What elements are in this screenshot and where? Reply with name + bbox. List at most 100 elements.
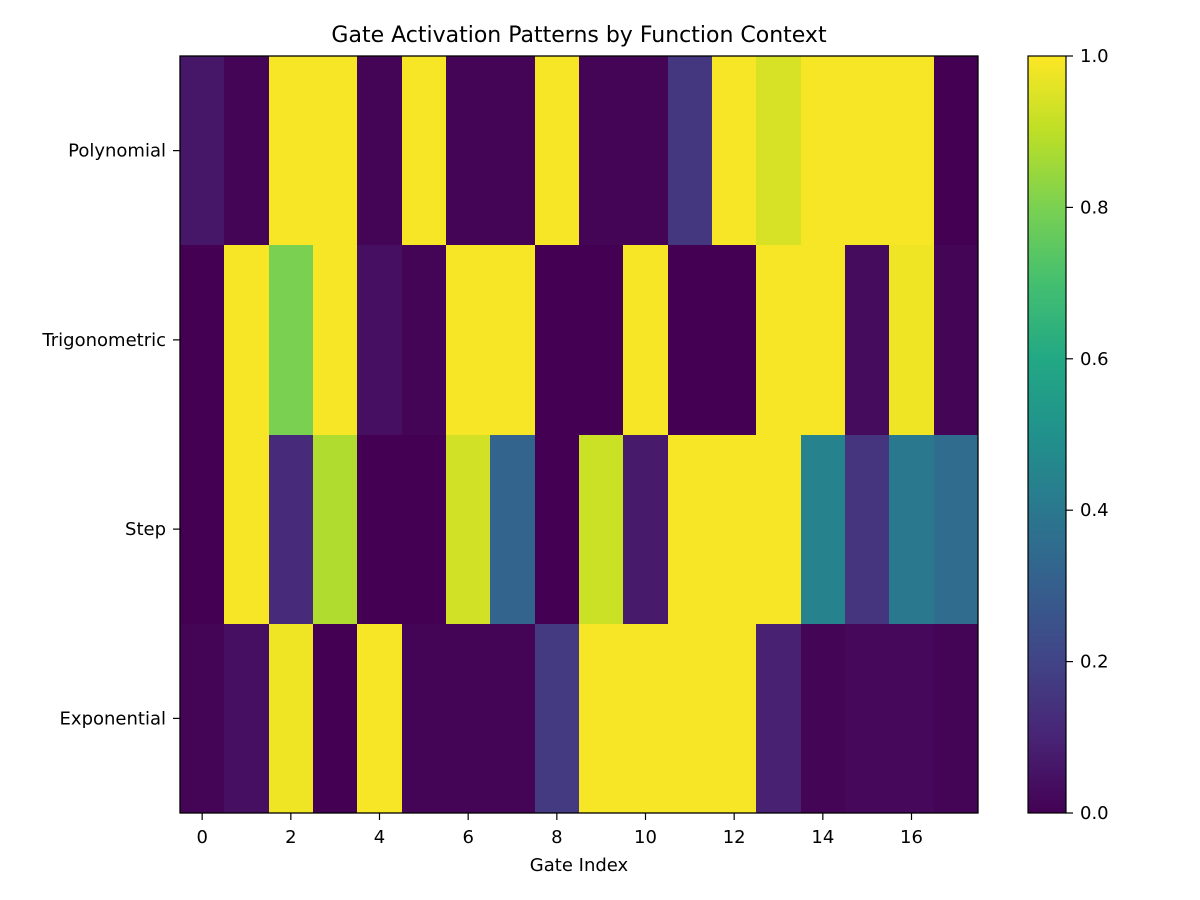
heatmap-cell (801, 435, 845, 624)
heatmap-cell (623, 56, 668, 245)
heatmap-cell (579, 56, 623, 245)
heatmap-cell (269, 245, 313, 435)
heatmap-cell (180, 245, 224, 435)
x-tick-label: 8 (551, 827, 562, 848)
heatmap-cell (313, 245, 357, 435)
heatmap-cell (801, 624, 845, 813)
y-tick-label: Polynomial (68, 141, 166, 162)
heatmap-cell (402, 624, 446, 813)
heatmap-cell (845, 624, 889, 813)
heatmap-cell (357, 435, 402, 624)
y-tick-label: Trigonometric (41, 330, 166, 351)
heatmap-cell (357, 56, 402, 245)
colorbar-tick-label: 0.2 (1080, 652, 1109, 673)
heatmap-cell (889, 56, 934, 245)
heatmap-cell (668, 435, 712, 624)
heatmap-cell (313, 435, 357, 624)
plot-frame (179, 55, 979, 814)
colorbar-ticks: 0.0 0.2 0.4 0.6 0.8 1.0 (1066, 46, 1109, 824)
y-axis-ticks: Polynomial Trigonometric Step Exponential (41, 141, 180, 729)
heatmap-cell (934, 245, 978, 435)
heatmap-cell (801, 56, 845, 245)
heatmap-cell (535, 624, 579, 813)
heatmap-cell (402, 56, 446, 245)
heatmap-cell (934, 56, 978, 245)
heatmap-cell (224, 245, 269, 435)
heatmap-cell (446, 624, 490, 813)
colorbar-tick-label: 0.8 (1080, 197, 1109, 218)
heatmap-cell (269, 56, 313, 245)
heatmap-cell (224, 624, 269, 813)
heatmap-cell (623, 435, 668, 624)
heatmap-cell (535, 245, 579, 435)
heatmap-cell (579, 435, 623, 624)
heatmap-cell (535, 56, 579, 245)
x-tick-label: 6 (462, 827, 473, 848)
heatmap-cell (180, 56, 224, 245)
heatmap-cell (756, 56, 801, 245)
heatmap-cell (845, 435, 889, 624)
heatmap-cell (224, 435, 269, 624)
heatmap-cell (446, 435, 490, 624)
heatmap-cell (712, 245, 756, 435)
heatmap-cell (845, 245, 889, 435)
heatmap-cell (180, 624, 224, 813)
heatmap-cell (623, 245, 668, 435)
x-tick-label: 10 (634, 827, 657, 848)
heatmap-cell (668, 245, 712, 435)
heatmap-cell (402, 245, 446, 435)
heatmap-cell (623, 624, 668, 813)
heatmap-cell (402, 435, 446, 624)
heatmap-cell (845, 56, 889, 245)
heatmap-cells (180, 56, 978, 813)
heatmap-cell (712, 624, 756, 813)
heatmap-cell (756, 624, 801, 813)
heatmap-cell (712, 56, 756, 245)
heatmap-cell (224, 56, 269, 245)
heatmap-cell (756, 245, 801, 435)
x-tick-label: 16 (900, 827, 923, 848)
heatmap-cell (889, 624, 934, 813)
heatmap-cell (668, 624, 712, 813)
x-tick-label: 0 (196, 827, 207, 848)
heatmap-cell (269, 435, 313, 624)
heatmap-cell (535, 435, 579, 624)
heatmap-cell (801, 245, 845, 435)
heatmap-cell (889, 435, 934, 624)
heatmap-cell (490, 245, 535, 435)
heatmap-cell (490, 624, 535, 813)
heatmap-cell (756, 435, 801, 624)
colorbar-tick-label: 0.4 (1080, 500, 1109, 521)
heatmap-cell (712, 435, 756, 624)
heatmap-cell (668, 56, 712, 245)
heatmap-cell (446, 245, 490, 435)
x-tick-label: 12 (723, 827, 746, 848)
heatmap-cell (357, 624, 402, 813)
colorbar (1027, 55, 1067, 814)
heatmap-cell (934, 624, 978, 813)
heatmap-cell (490, 435, 535, 624)
x-tick-label: 4 (374, 827, 385, 848)
x-axis-ticks: 0 2 4 6 8 10 12 14 16 (196, 813, 923, 848)
colorbar-tick-label: 0.0 (1080, 803, 1109, 824)
heatmap-cell (180, 435, 224, 624)
heatmap-cell (446, 56, 490, 245)
colorbar-tick-label: 0.6 (1080, 349, 1109, 370)
x-axis-label: Gate Index (530, 855, 629, 876)
heatmap-cell (579, 245, 623, 435)
heatmap-cell (490, 56, 535, 245)
x-tick-label: 2 (285, 827, 296, 848)
heatmap-cell (357, 245, 402, 435)
heatmap-cell (579, 624, 623, 813)
y-tick-label: Exponential (60, 708, 166, 729)
heatmap-cell (934, 435, 978, 624)
heatmap-cell (313, 624, 357, 813)
x-tick-label: 14 (811, 827, 834, 848)
chart-title: Gate Activation Patterns by Function Con… (331, 23, 827, 48)
heatmap-cell (889, 245, 934, 435)
y-tick-label: Step (125, 519, 166, 540)
heatmap-cell (269, 624, 313, 813)
heatmap-cell (313, 56, 357, 245)
colorbar-tick-label: 1.0 (1080, 46, 1109, 67)
